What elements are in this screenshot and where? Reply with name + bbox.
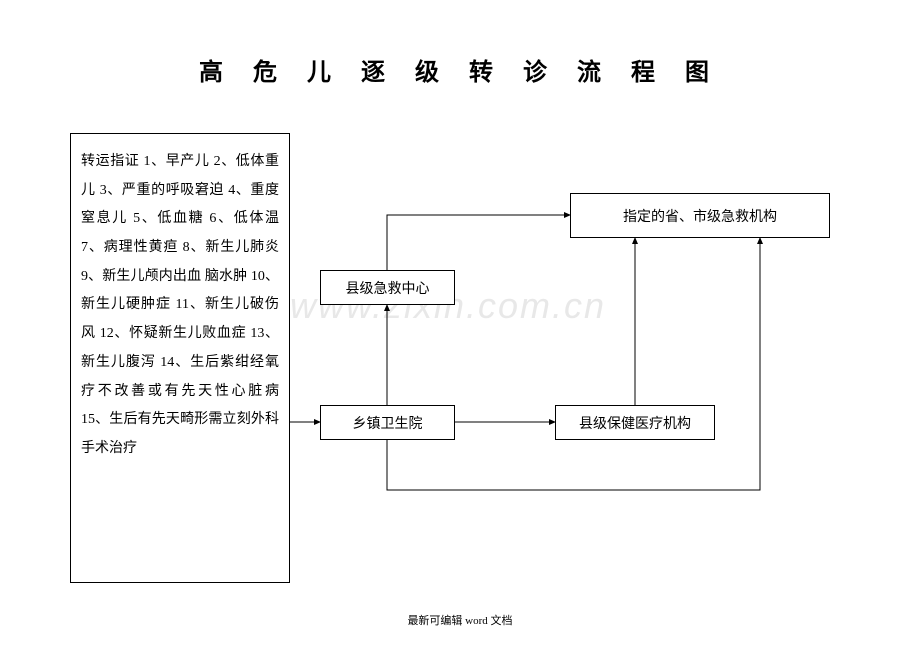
node-county-emergency: 县级急救中心 [320,270,455,305]
page-title: 高 危 儿 逐 级 转 诊 流 程 图 [0,52,920,87]
node-county-health: 县级保健医疗机构 [555,405,715,440]
node-province: 指定的省、市级急救机构 [570,193,830,238]
page-footer: 最新可编辑 word 文档 [0,612,920,628]
node-township: 乡镇卫生院 [320,405,455,440]
indication-textbox: 转运指证 1、早产儿 2、低体重儿 3、严重的呼吸窘迫 4、重度窒息儿 5、低血… [70,133,290,583]
